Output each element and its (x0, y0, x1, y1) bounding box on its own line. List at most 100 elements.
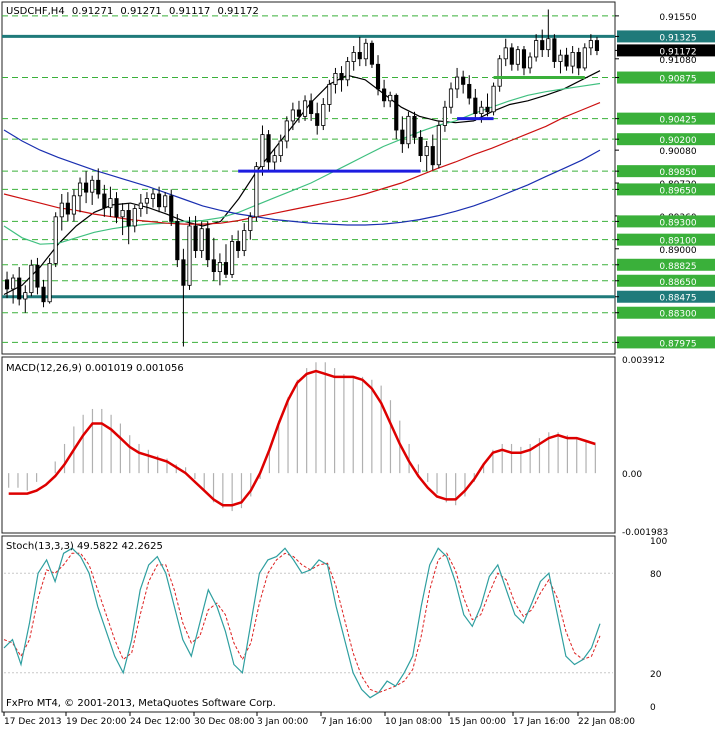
stoch-main-line (3, 547, 601, 699)
candle-19 (120, 203, 125, 236)
candle-13 (84, 171, 89, 204)
stoch-signal-line (3, 552, 601, 694)
price-tick-6: 0.90200 (615, 133, 715, 146)
stoch-label: Stoch(13,3,3) 49.5822 42.2625 (6, 541, 163, 552)
candle-29 (181, 248, 186, 347)
price-tick-5: 0.90425 (615, 112, 715, 126)
time-tick-0: 17 Dec 2013 (3, 712, 62, 727)
macd-panel-frame (1, 356, 616, 534)
moving-averages (3, 70, 601, 296)
price-tick-label: 0.91172 (659, 47, 696, 57)
candle-95 (582, 43, 587, 71)
candle-15 (96, 168, 101, 199)
horizontal-levels (2, 15, 615, 343)
candle-64 (394, 93, 399, 140)
price-tick-0: 0.91550 (615, 13, 697, 23)
candle-25 (157, 186, 162, 213)
candle-54 (333, 67, 338, 94)
price-tick-label: 0.88650 (659, 278, 696, 288)
candle-52 (321, 98, 326, 131)
macd-scale-label: 0.003912 (622, 356, 665, 366)
candle-73 (448, 82, 454, 114)
candle-96 (588, 34, 593, 56)
candle-40 (248, 212, 253, 240)
stoch-scale-label: 0 (650, 703, 656, 713)
candle-65 (400, 116, 405, 153)
time-tick-label: 19 Dec 20:00 (66, 717, 127, 727)
candle-4 (29, 259, 34, 297)
candle-66 (406, 111, 411, 149)
time-tick-5: 7 Jan 16:00 (320, 712, 373, 727)
header-line: USDCHF,H4 0.91271 0.91271 0.91117 0.9117… (6, 6, 259, 17)
candle-71 (436, 120, 441, 169)
time-tick-1: 19 Dec 20:00 (65, 712, 127, 727)
price-tick-label: 0.90080 (659, 147, 696, 157)
ma-line-red (3, 102, 601, 225)
header-symbol: USDCHF,H4 (6, 6, 65, 17)
price-tick-3: 0.91080 (615, 56, 697, 66)
candle-34 (211, 237, 216, 281)
price-tick-19: 0.87975 (615, 336, 715, 349)
candle-62 (382, 79, 387, 108)
macd-plot: 0.003912 0.00 -0.001983 (8, 356, 668, 538)
candle-59 (363, 38, 368, 67)
candle-31 (193, 215, 198, 258)
stoch-scale-label: 20 (650, 670, 662, 680)
ma-line-black (3, 70, 601, 296)
candle-75 (461, 70, 466, 94)
stoch-plot: 100 80 20 0 (3, 537, 667, 713)
macd-label: MACD(12,26,9) 0.001019 0.001056 (6, 363, 184, 374)
time-tick-label: 15 Jan 00:00 (449, 717, 506, 727)
price-tick-label: 0.90875 (659, 75, 696, 85)
candle-83 (509, 43, 514, 71)
price-tick-10: 0.89650 (615, 183, 715, 196)
candle-86 (527, 52, 533, 74)
price-tick-8: 0.89850 (615, 165, 715, 178)
candle-72 (442, 100, 447, 132)
candle-97 (594, 36, 600, 56)
candle-6 (41, 279, 46, 308)
candle-16 (102, 184, 107, 217)
candle-3 (23, 285, 28, 313)
candle-79 (485, 93, 490, 117)
candle-45 (278, 134, 283, 163)
candle-81 (497, 55, 502, 92)
price-tick-1: 0.91325 (615, 30, 715, 43)
drawn-segments (238, 76, 585, 173)
candle-35 (217, 253, 222, 286)
candle-67 (412, 111, 417, 144)
time-tick-label: 10 Jan 08:00 (385, 717, 442, 727)
candle-38 (236, 230, 241, 258)
price-tick-label: 0.89300 (659, 218, 696, 228)
candle-18 (114, 192, 119, 224)
price-tick-16: 0.88650 (615, 274, 715, 288)
price-tick-18: 0.88300 (615, 306, 715, 320)
ma-line-green (3, 82, 601, 245)
time-axis: 17 Dec 2013 19 Dec 20:00 24 Dec 12:00 30 De… (3, 712, 635, 727)
candle-17 (108, 186, 113, 217)
candle-63 (388, 91, 393, 108)
stoch-scale-label: 100 (650, 537, 667, 547)
candle-55 (339, 66, 344, 92)
candle-84 (515, 46, 520, 71)
candle-26 (163, 192, 168, 213)
header-low: 0.91117 (169, 6, 210, 17)
candle-30 (187, 216, 192, 290)
candle-68 (418, 130, 423, 163)
time-tick-label: 17 Dec 2013 (4, 717, 62, 727)
time-tick-8: 17 Jan 16:00 (512, 712, 570, 727)
price-tick-15: 0.88825 (615, 258, 715, 272)
price-tick-label: 0.87975 (659, 339, 696, 349)
candle-48 (296, 100, 302, 123)
candle-12 (77, 177, 83, 213)
time-tick-label: 17 Jan 16:00 (513, 717, 570, 727)
candle-92 (564, 47, 569, 71)
stoch-scale-label: 80 (650, 570, 662, 580)
candles (4, 9, 600, 347)
time-tick-7: 15 Jan 00:00 (448, 712, 506, 727)
time-tick-label: 24 Dec 12:00 (130, 717, 191, 727)
candle-85 (521, 46, 527, 76)
